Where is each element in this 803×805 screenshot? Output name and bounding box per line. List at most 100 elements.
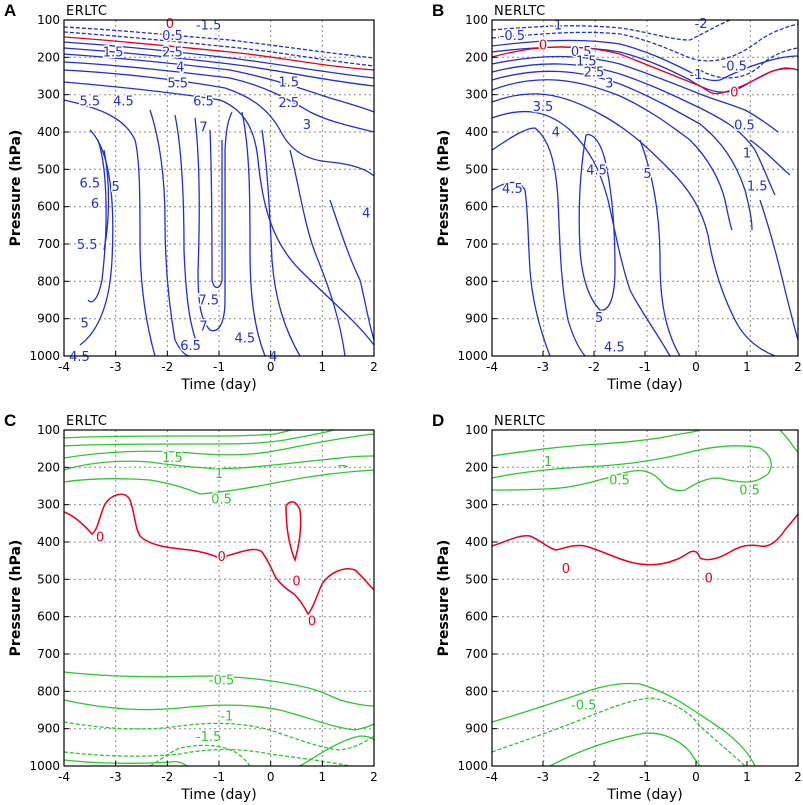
contour-label: -1.5 (196, 18, 221, 33)
contour-label: 0 (166, 17, 174, 32)
y-ticks-d: 100 200 300 400 500 600 700 800 900 1000 (457, 423, 497, 773)
contour-label: 0 (292, 574, 300, 589)
y-tick-label: 300 (37, 88, 60, 102)
x-tick-label: 0 (267, 770, 275, 784)
y-tick-label: 500 (37, 162, 60, 176)
y-tick-label: 1000 (29, 349, 60, 363)
x-ticks-c: -4 -3 -2 -1 0 1 2 (58, 761, 378, 784)
y-tick-label: 200 (465, 50, 488, 64)
x-tick-label: -3 (110, 360, 122, 374)
x-ticks-b: -4 -3 -2 -1 0 1 2 (486, 351, 802, 374)
contour-label: 5.5 (77, 238, 98, 253)
y-axis-title-c: Pressure (hPa) (8, 540, 24, 657)
contour-label: 1.5 (747, 179, 768, 194)
x-tick-label: -1 (639, 360, 651, 374)
y-tick-label: 900 (465, 722, 488, 736)
panel-letter-a: A (4, 1, 16, 20)
x-tick-label: 1 (319, 360, 327, 374)
y-ticks-a: 100 200 300 400 500 600 700 800 900 1000 (29, 13, 69, 363)
y-tick-label: 200 (37, 460, 60, 474)
panel-title-d: NERLTC (494, 414, 546, 429)
x-axis-title-a: Time (day) (180, 377, 256, 393)
panel-b: B NERLTC -2-1-0.50 0.51.52.53-1-0 (432, 1, 802, 393)
y-tick-label: 300 (465, 88, 488, 102)
contour-label: -2 (695, 17, 708, 32)
y-ticks-c: 100 200 300 400 500 600 700 800 900 1000 (29, 423, 69, 773)
y-tick-label: 900 (37, 312, 60, 326)
y-tick-label: 200 (465, 460, 488, 474)
y-tick-label: 700 (37, 647, 60, 661)
x-tick-label: 2 (370, 770, 378, 784)
contour-label: 0 (562, 562, 570, 577)
y-tick-label: 700 (37, 237, 60, 251)
x-tick-label: 1 (319, 770, 327, 784)
contour-label: 4 (552, 125, 560, 140)
y-tick-label: 1000 (457, 349, 488, 363)
contour-label: 5 (643, 167, 651, 182)
contour-label: 4.5 (502, 182, 523, 197)
panel-letter-b: B (432, 1, 444, 20)
x-tick-label: 1 (743, 360, 751, 374)
contour-label: -1.5 (196, 730, 221, 745)
y-tick-label: 800 (465, 684, 488, 698)
contour-label: -0.5 (722, 60, 747, 75)
x-tick-label: 0 (692, 770, 700, 784)
y-tick-label: 700 (465, 647, 488, 661)
y-tick-label: 1000 (29, 759, 60, 773)
y-tick-label: 500 (465, 572, 488, 586)
contour-label: 5 (112, 180, 120, 195)
y-tick-label: 600 (37, 610, 60, 624)
contour-label: 0 (705, 571, 713, 586)
x-tick-label: -3 (110, 770, 122, 784)
x-tick-label: 2 (794, 360, 802, 374)
contour-label: 4.5 (113, 94, 134, 109)
x-tick-label: -2 (588, 360, 600, 374)
x-tick-label: -4 (58, 770, 70, 784)
contour-label: 0 (217, 550, 225, 565)
y-tick-label: 100 (37, 423, 60, 437)
contours-c (63, 429, 375, 767)
y-tick-label: 1000 (457, 759, 488, 773)
y-tick-label: 800 (465, 274, 488, 288)
contour-label: 3.5 (533, 100, 554, 115)
y-tick-label: 500 (465, 162, 488, 176)
contour-label: 4.5 (69, 350, 90, 365)
y-tick-label: 400 (37, 125, 60, 139)
y-tick-label: 400 (37, 535, 60, 549)
panel-letter-d: D (432, 411, 444, 430)
x-tick-label: 2 (370, 360, 378, 374)
contour-labels-c: 1.5 1 0.5 0 0 0 0 -0.5 -1 -1.5 (95, 449, 318, 746)
x-axis-title-c: Time (day) (180, 787, 256, 803)
contour-label: 6 (91, 197, 99, 212)
x-tick-label: 2 (794, 770, 802, 784)
y-tick-label: 900 (465, 312, 488, 326)
x-tick-label: -3 (537, 770, 549, 784)
contour-label: -1 (690, 68, 703, 83)
y-tick-label: 600 (37, 200, 60, 214)
grid-d (492, 430, 798, 766)
x-tick-label: -4 (58, 360, 70, 374)
contour-label: 5 (595, 311, 603, 326)
x-tick-label: -3 (537, 360, 549, 374)
y-tick-label: 600 (465, 610, 488, 624)
contour-label: -0.5 (571, 698, 596, 713)
contour-label: 7.5 (198, 293, 219, 308)
y-tick-label: 200 (37, 50, 60, 64)
x-tick-label: -4 (486, 360, 498, 374)
contours-a (63, 26, 375, 357)
x-ticks-d: -4 -3 -2 -1 0 1 2 (486, 761, 802, 784)
y-tick-label: 500 (37, 572, 60, 586)
grid-b (492, 20, 798, 356)
zero-contours-c (63, 493, 375, 616)
contour-label: 5.5 (79, 94, 100, 109)
panel-title-a: ERLTC (66, 4, 107, 19)
contour-label: 6.5 (193, 94, 214, 109)
contour-label: -0.5 (500, 29, 525, 44)
panel-title-c: ERLTC (66, 414, 107, 429)
y-tick-label: 100 (465, 423, 488, 437)
contour-label: 0 (539, 38, 547, 53)
contour-label: 3 (605, 77, 613, 92)
contour-label: 0.5 (734, 119, 755, 134)
grid-a (64, 20, 374, 356)
